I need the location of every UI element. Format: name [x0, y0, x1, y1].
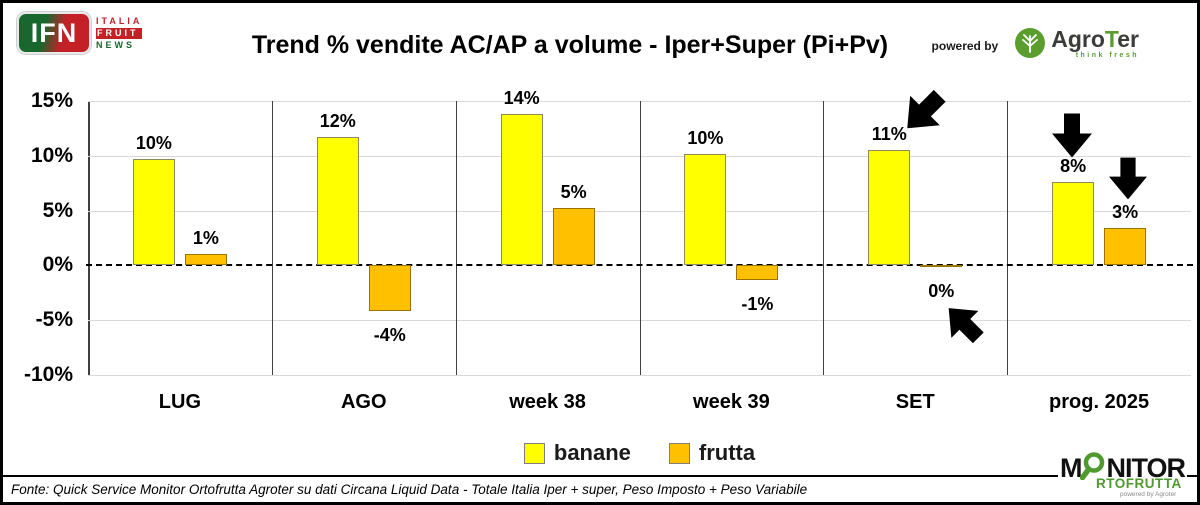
y-axis-line — [88, 101, 90, 375]
legend-label-frutta: frutta — [698, 440, 756, 465]
bar-banane-AGO — [316, 137, 359, 266]
bar-banane-week 39 — [684, 153, 727, 266]
agroter-wordmark: AgroTer think fresh — [1051, 27, 1139, 59]
category-label-SET: SET — [895, 391, 935, 413]
category-separator — [639, 101, 641, 375]
bar-frutta-prog. 2025 — [1104, 228, 1147, 266]
chart-legend: banane frutta — [88, 440, 1191, 466]
bar-banane-week 38 — [500, 114, 543, 266]
category-separator — [1007, 101, 1009, 375]
agroter-name: AgroTer — [1051, 26, 1139, 52]
arrow-down-icon — [1109, 157, 1147, 200]
y-tick-label: -5% — [35, 308, 73, 332]
category-label-AGO: AGO — [340, 391, 387, 413]
ifn-line-news: NEWS — [96, 39, 135, 50]
powered-by-label: powered by — [931, 38, 999, 53]
bar-frutta-SET — [920, 265, 963, 268]
bar-value-label-frutta-SET: 0% — [928, 280, 955, 301]
category-separator — [271, 101, 273, 375]
monitor-letter-m: M — [1059, 452, 1082, 483]
monitor-ortofrutta-logo: M NITOR RTOFRUTTA powered by Agroter — [1057, 451, 1187, 499]
monitor-letters-nitor: NITOR — [1106, 452, 1186, 483]
arrow-down-left-icon — [891, 79, 957, 145]
category-label-week 39: week 39 — [693, 391, 770, 413]
y-tick-label: -10% — [23, 363, 73, 386]
bar-value-label-frutta-week 39: -1% — [741, 293, 774, 314]
plot-area: 10% 12% 14% 10% 11% 8% 1% -4% 5% -1% 0% 3% — [86, 88, 1193, 376]
powered-by-block: powered by AgroTer think fresh — [932, 27, 1139, 64]
bar-value-label-frutta-prog. 2025: 3% — [1112, 202, 1139, 223]
agroter-tree-icon — [1014, 27, 1046, 64]
ifn-line-italia: ITALIA — [96, 15, 143, 26]
category-separator — [455, 101, 457, 375]
bar-frutta-week 39 — [736, 265, 779, 280]
bar-value-label-banane-week 38: 14% — [503, 88, 540, 109]
bar-frutta-week 38 — [552, 208, 595, 266]
y-tick-label: 15% — [30, 89, 73, 112]
magnifier-icon — [1080, 451, 1106, 484]
bar-value-label-banane-week 39: 10% — [687, 127, 724, 148]
y-tick-label: 5% — [42, 198, 73, 222]
bar-banane-prog. 2025 — [1052, 182, 1095, 266]
source-text: Fonte: Quick Service Monitor Ortofrutta … — [11, 482, 808, 497]
bar-frutta-LUG — [184, 254, 227, 266]
bar-value-label-frutta-AGO: -4% — [373, 325, 406, 346]
gridline--10 — [88, 375, 1191, 376]
y-axis-tick-labels: 15% 10% 5% -5% -10% 0% — [3, 89, 79, 386]
agroter-logo: AgroTer think fresh — [1014, 27, 1139, 64]
ifn-line-fruit: FRUIT — [96, 27, 143, 39]
category-label-prog. 2025: prog. 2025 — [1049, 391, 1150, 413]
source-bar: Fonte: Quick Service Monitor Ortofrutta … — [3, 475, 1197, 502]
bar-value-label-banane-prog. 2025: 8% — [1060, 156, 1087, 177]
bar-value-label-frutta-LUG: 1% — [192, 228, 219, 249]
bar-value-label-banane-AGO: 12% — [319, 111, 356, 132]
bar-value-label-banane-LUG: 10% — [135, 133, 172, 154]
bar-banane-LUG — [132, 159, 175, 266]
category-label-week 38: week 38 — [509, 391, 586, 413]
bar-value-label-banane-SET: 11% — [871, 124, 907, 145]
chart-title: Trend % vendite AC/AP a volume - Iper+Su… — [251, 31, 889, 59]
y-tick-label: 10% — [30, 143, 73, 167]
arrow-up-left-icon — [934, 294, 993, 353]
monitor-powered-by: powered by Agroter — [1119, 491, 1177, 498]
agroter-tagline: think fresh — [1075, 52, 1139, 59]
bar-value-label-frutta-week 38: 5% — [560, 182, 587, 203]
y-tick-label: 0% — [42, 253, 73, 277]
ifn-logo: IFN ITALIA FRUIT NEWS — [17, 12, 143, 54]
legend-item-banane: banane — [523, 440, 631, 466]
legend-swatch-banane — [523, 442, 545, 464]
category-separator — [823, 101, 825, 375]
legend-label-banane: banane — [553, 440, 631, 465]
legend-swatch-frutta — [668, 442, 690, 464]
monitor-wordmark: M NITOR — [1059, 451, 1186, 484]
category-label-LUG: LUG — [158, 391, 202, 413]
bar-frutta-AGO — [368, 265, 411, 312]
bar-banane-SET — [868, 150, 911, 266]
arrow-down-icon — [1052, 113, 1092, 158]
x-axis-category-labels: LUG AGO week 38 week 39 SET prog. 2025 — [88, 391, 1191, 414]
zero-baseline — [86, 264, 1193, 267]
ifn-logo-icon: IFN — [17, 12, 91, 54]
ifn-logo-wordmark: ITALIA FRUIT NEWS — [96, 15, 143, 51]
legend-item-frutta: frutta — [668, 440, 756, 466]
monitor-rtofrutta: RTOFRUTTA — [1095, 476, 1182, 491]
